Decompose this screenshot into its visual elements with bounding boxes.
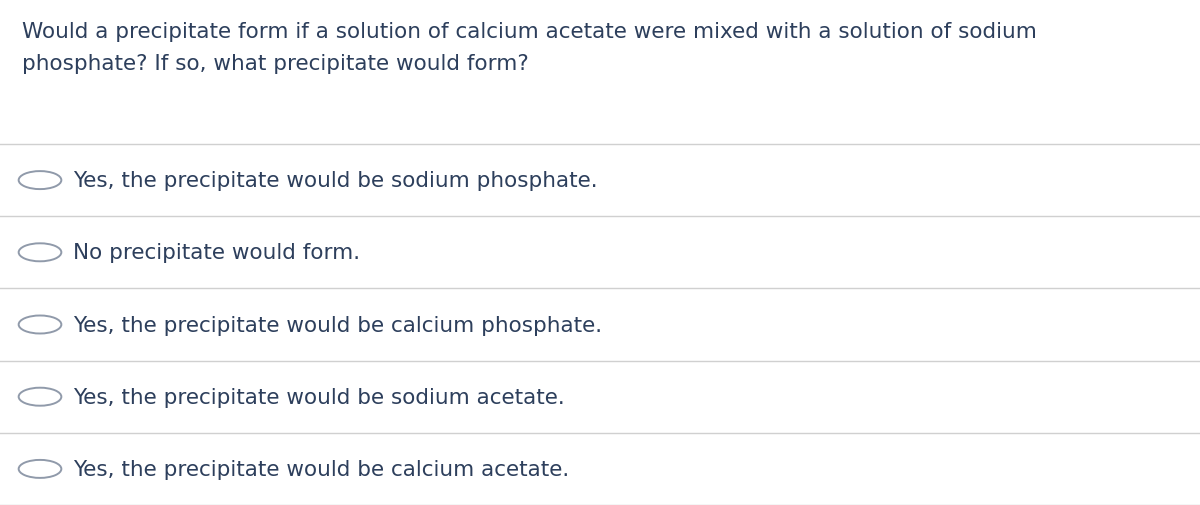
Text: Yes, the precipitate would be calcium phosphate.: Yes, the precipitate would be calcium ph… (73, 315, 602, 335)
Text: Yes, the precipitate would be sodium acetate.: Yes, the precipitate would be sodium ace… (73, 387, 565, 407)
Ellipse shape (19, 244, 61, 262)
Text: phosphate? If so, what precipitate would form?: phosphate? If so, what precipitate would… (22, 54, 529, 74)
Ellipse shape (19, 316, 61, 334)
Text: Yes, the precipitate would be calcium acetate.: Yes, the precipitate would be calcium ac… (73, 459, 570, 479)
Text: Would a precipitate form if a solution of calcium acetate were mixed with a solu: Would a precipitate form if a solution o… (22, 22, 1037, 42)
Text: No precipitate would form.: No precipitate would form. (73, 243, 360, 263)
Ellipse shape (19, 388, 61, 406)
Ellipse shape (19, 460, 61, 478)
Ellipse shape (19, 172, 61, 190)
Text: Yes, the precipitate would be sodium phosphate.: Yes, the precipitate would be sodium pho… (73, 171, 598, 191)
